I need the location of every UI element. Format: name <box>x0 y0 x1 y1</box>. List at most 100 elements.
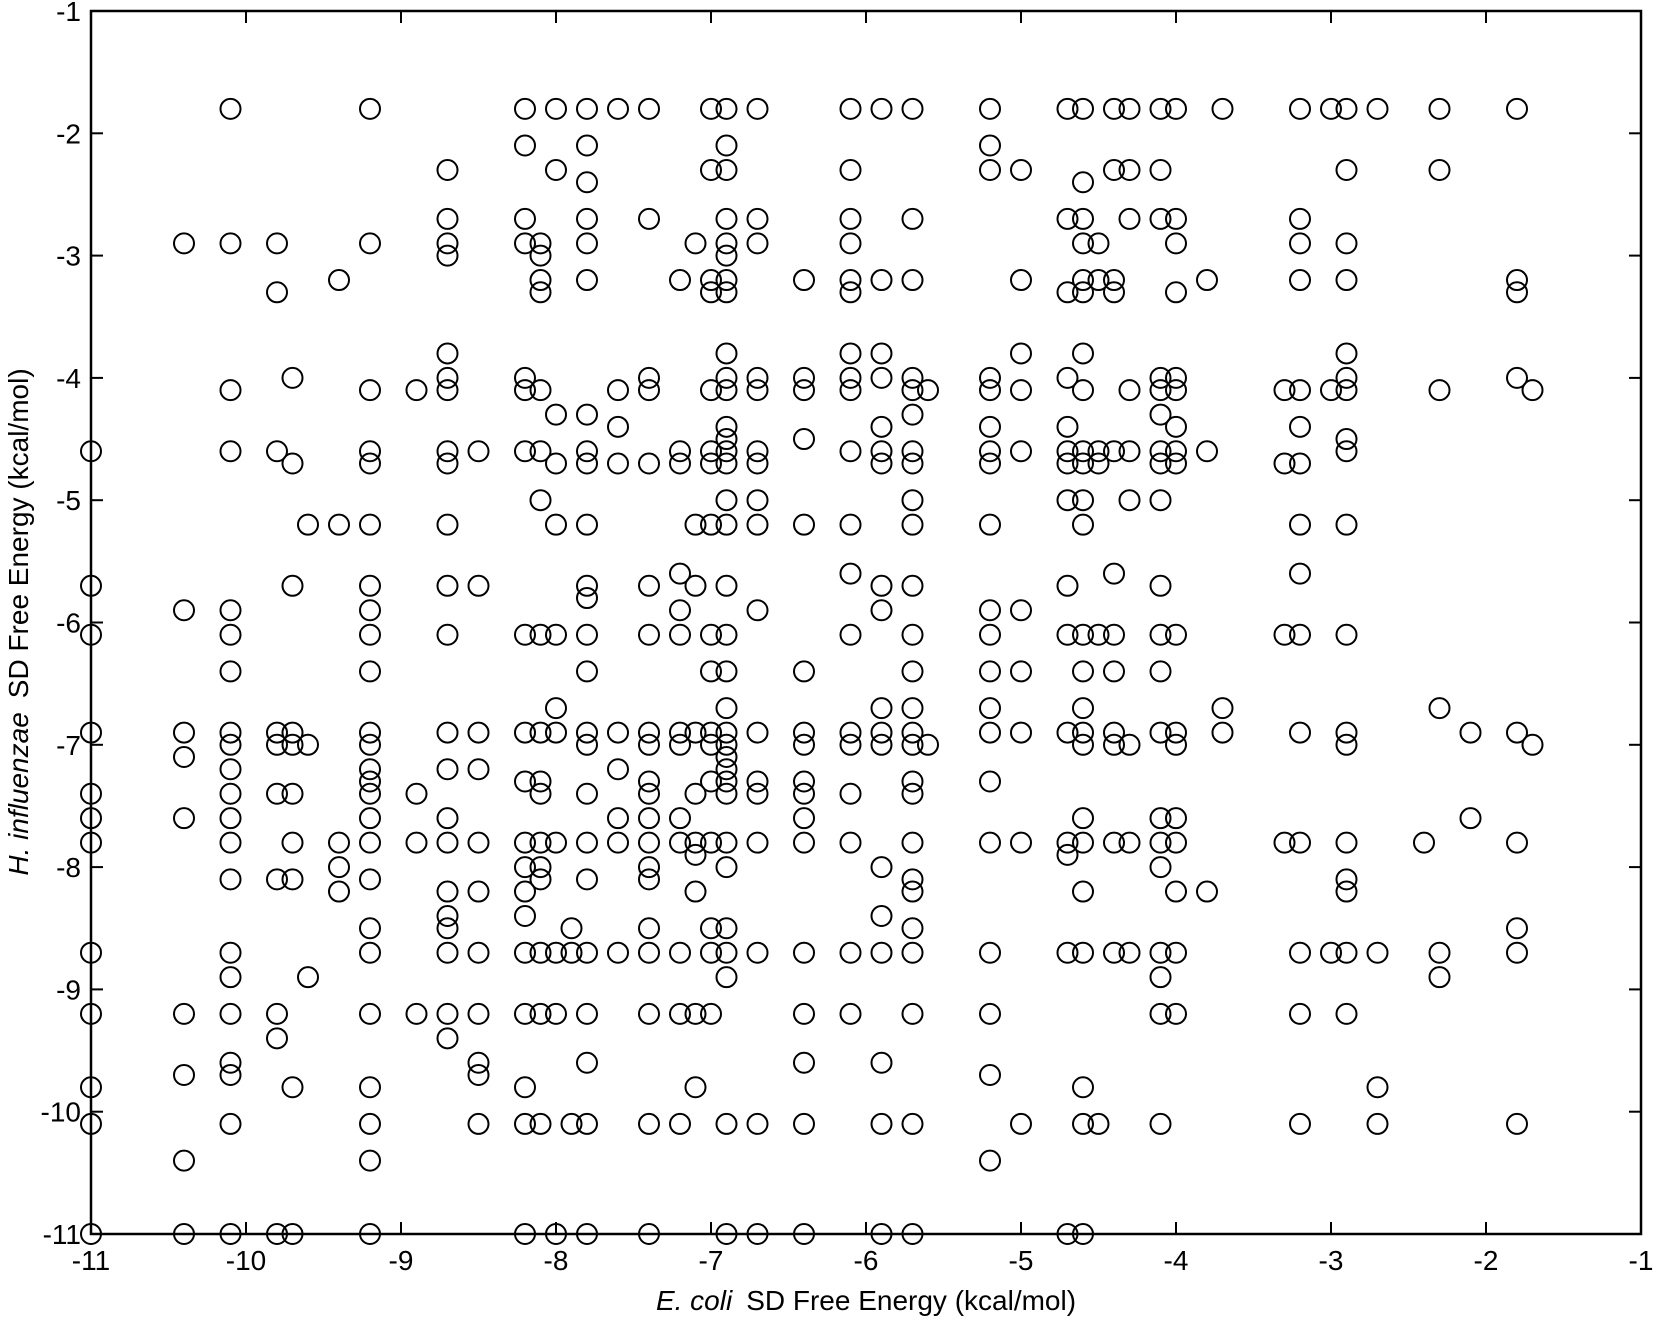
point <box>1149 831 1172 854</box>
point <box>576 721 598 744</box>
point <box>1289 269 1311 292</box>
point <box>979 513 1001 536</box>
point <box>1072 1076 1094 1099</box>
point <box>1072 807 1094 830</box>
point <box>80 941 102 964</box>
point <box>467 941 490 964</box>
point <box>1149 721 1172 744</box>
point <box>467 574 490 597</box>
point <box>1149 366 1172 389</box>
point <box>359 868 381 891</box>
point <box>281 868 304 891</box>
point <box>1010 342 1032 365</box>
point <box>1165 733 1187 756</box>
point <box>1506 366 1528 389</box>
point <box>1149 158 1172 181</box>
point <box>1103 941 1125 964</box>
point <box>436 941 459 964</box>
point <box>1289 207 1311 230</box>
point <box>359 733 381 756</box>
point <box>1165 366 1187 389</box>
point <box>1103 562 1125 585</box>
point <box>684 574 707 597</box>
point <box>576 207 598 230</box>
point <box>669 807 691 830</box>
point <box>901 721 924 744</box>
point <box>266 782 288 805</box>
point <box>359 379 381 402</box>
point <box>219 660 242 683</box>
point <box>638 574 660 597</box>
point <box>1010 269 1032 292</box>
point <box>514 721 536 744</box>
point <box>607 452 629 475</box>
point <box>576 513 598 536</box>
point <box>1072 489 1094 512</box>
point <box>1149 97 1172 120</box>
point <box>1149 1112 1172 1135</box>
point <box>669 269 691 292</box>
point <box>1366 97 1389 120</box>
point <box>219 1064 242 1087</box>
point <box>1506 831 1528 854</box>
point <box>545 1223 567 1245</box>
point <box>1056 415 1079 438</box>
point <box>1273 623 1296 646</box>
point <box>514 97 536 120</box>
point <box>793 721 815 744</box>
point <box>514 770 536 793</box>
point <box>638 917 660 940</box>
point <box>467 440 490 463</box>
point <box>467 831 490 854</box>
point <box>979 941 1001 964</box>
point <box>405 1002 428 1025</box>
point <box>715 232 738 255</box>
point <box>901 623 924 646</box>
point <box>1103 623 1125 646</box>
point <box>80 440 102 463</box>
plot-frame <box>89 9 1643 1236</box>
point <box>1506 97 1528 120</box>
point <box>281 1223 304 1245</box>
point <box>359 1223 381 1245</box>
point <box>1335 232 1358 255</box>
point <box>1118 489 1141 512</box>
point <box>1273 379 1296 402</box>
point <box>467 1112 490 1135</box>
point <box>359 660 381 683</box>
point <box>545 403 567 426</box>
point <box>1335 366 1358 389</box>
y-tick-label: -7 <box>56 730 81 761</box>
point <box>1165 623 1187 646</box>
point <box>1072 941 1094 964</box>
point <box>1211 97 1234 120</box>
point <box>746 941 769 964</box>
point <box>359 831 381 854</box>
point <box>901 941 924 964</box>
point <box>715 966 738 989</box>
point <box>1072 269 1094 292</box>
point <box>684 1076 707 1099</box>
point <box>715 721 738 744</box>
point <box>870 1223 893 1245</box>
point <box>1087 452 1110 475</box>
point <box>1103 831 1125 854</box>
point <box>700 269 722 292</box>
point <box>1056 452 1079 475</box>
point <box>901 440 924 463</box>
point <box>281 721 304 744</box>
point <box>1056 941 1079 964</box>
point <box>1196 269 1218 292</box>
point <box>793 269 815 292</box>
point <box>870 856 893 879</box>
point <box>870 342 893 365</box>
point <box>328 880 350 903</box>
point <box>669 941 691 964</box>
y-tick-label: -11 <box>43 1219 81 1250</box>
point <box>746 379 769 402</box>
point <box>1521 733 1544 756</box>
point <box>1165 941 1187 964</box>
point <box>1072 171 1094 194</box>
point <box>576 269 598 292</box>
point <box>715 782 738 805</box>
